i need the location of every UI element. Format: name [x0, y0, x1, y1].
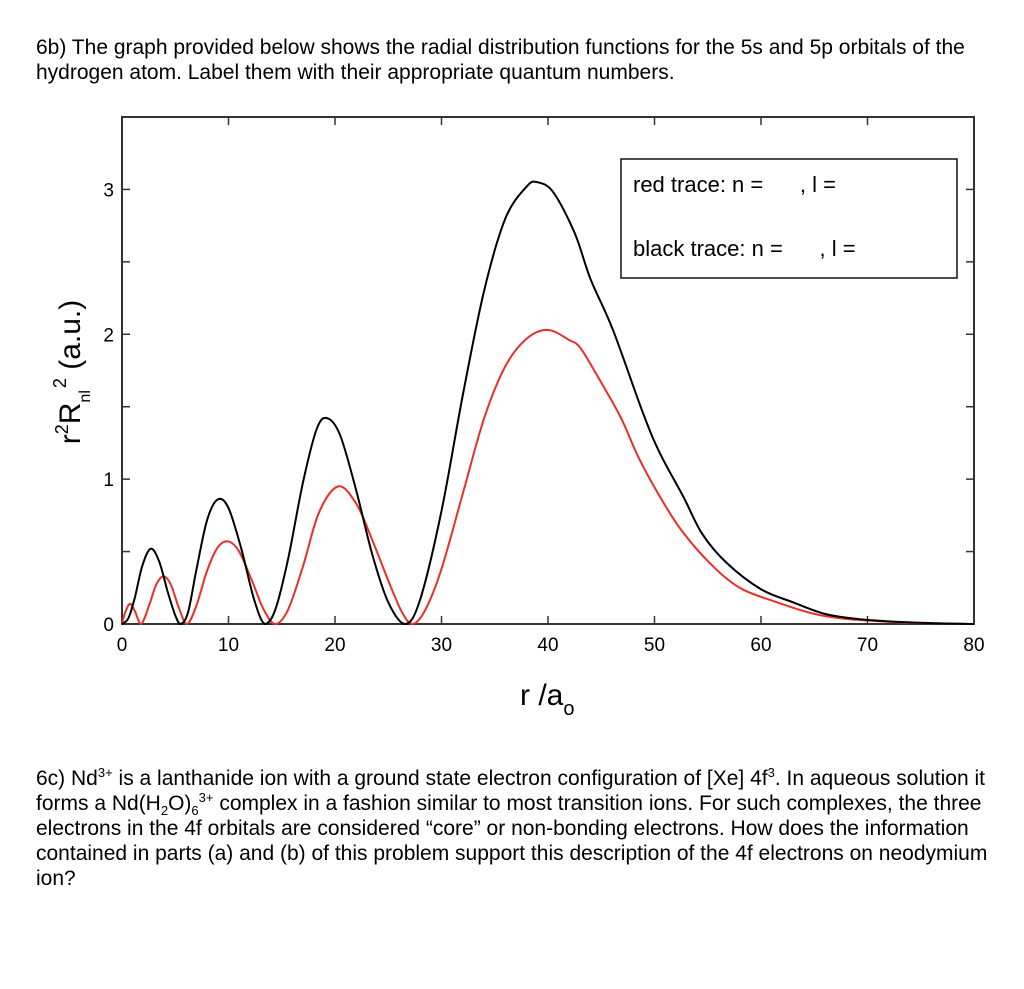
question-6c: 6c) Nd3+ is a lanthanide ion with a grou…	[36, 766, 996, 891]
question-6b: 6b) The graph provided below shows the r…	[36, 35, 996, 85]
q6c-text-3: . In aqueous solution it forms a Nd(H	[36, 767, 985, 815]
legend: red trace: n = , l = black trace: n = , …	[620, 158, 958, 279]
x-tick-label: 20	[324, 635, 345, 656]
legend-box	[620, 158, 958, 279]
y-tick-label: 3	[103, 180, 114, 201]
q6c-text-4: O)	[168, 792, 192, 815]
x-tick-label: 50	[644, 635, 665, 656]
y-tick-label: 2	[103, 325, 114, 346]
q6c-text-1: 6c) Nd	[36, 767, 98, 790]
x-tick-label: 60	[750, 635, 771, 656]
y-axis-title: r2Rnl2 (a.u.)	[50, 300, 94, 445]
black-trace-line	[121, 180, 975, 626]
q6c-sub-h2: 2	[160, 803, 169, 819]
q6c-sup-charge: 3+	[97, 765, 113, 780]
x-tick-label: 0	[117, 635, 128, 656]
red-trace-line	[121, 328, 975, 626]
legend-red-trace: red trace: n = , l =	[633, 172, 836, 197]
radial-distribution-chart: 0 10 20 30 40 50 60 70 80 0 1 2 3 r /ao r2Rnl2 (a.u.…	[50, 116, 985, 720]
q6c-sub-6: 6	[191, 803, 199, 819]
q6c-sup-3plus: 3+	[198, 790, 214, 805]
y-tick-label: 1	[103, 470, 114, 491]
x-axis-title: r /ao	[520, 679, 574, 720]
question-6b-text: 6b) The graph provided below shows the r…	[36, 36, 965, 84]
legend-black-trace: black trace: n = , l =	[633, 236, 856, 261]
x-tick-label: 70	[857, 635, 878, 656]
y-tick-label: 0	[103, 615, 114, 636]
q6c-text-5: complex in a fashion similar to most tra…	[36, 792, 988, 890]
x-tick-label: 40	[537, 635, 558, 656]
x-tick-label: 30	[431, 635, 452, 656]
q6c-sup-f3: 3	[767, 765, 775, 780]
svg-text:r2Rnl2 (a.u.): r2Rnl2 (a.u.)	[50, 300, 94, 445]
q6c-text-2: is a lanthanide ion with a ground state …	[112, 767, 768, 790]
x-tick-label: 10	[218, 635, 239, 656]
x-tick-label: 80	[963, 635, 984, 656]
